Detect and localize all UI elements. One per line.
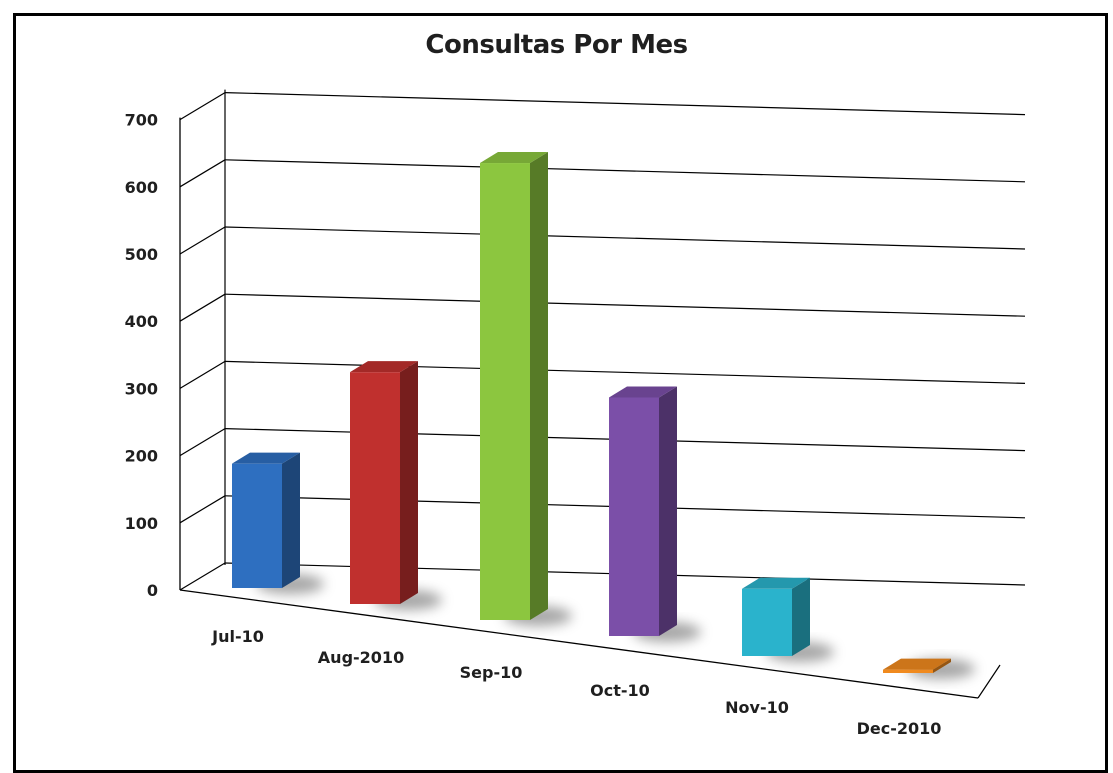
chart-title: Consultas Por Mes	[425, 30, 688, 60]
y-tick-label: 400	[125, 312, 158, 331]
gridline	[224, 226, 1026, 250]
x-tick-label: Jul-10	[211, 627, 264, 646]
gridline-side	[179, 428, 226, 457]
bar	[480, 152, 548, 621]
chart-frame	[13, 13, 1108, 773]
y-tick-label: 200	[125, 447, 158, 466]
y-tick-label: 700	[125, 111, 158, 130]
gridline-side	[179, 159, 226, 188]
bar	[232, 452, 300, 588]
gridline-side	[179, 360, 226, 389]
bar	[350, 361, 418, 604]
x-tick-label: Nov-10	[725, 698, 789, 717]
gridline-side	[179, 226, 226, 255]
gridline-side	[179, 562, 226, 591]
floor-right-edge	[977, 664, 1001, 699]
x-axis-line	[179, 589, 979, 699]
bar	[742, 577, 810, 656]
gridline-side	[179, 293, 226, 322]
x-tick-label: Dec-2010	[857, 719, 942, 738]
y-tick-label: 500	[125, 245, 158, 264]
x-tick-label: Sep-10	[460, 663, 523, 682]
x-tick-label: Aug-2010	[318, 648, 404, 667]
bar	[609, 386, 677, 636]
y-tick-label: 0	[147, 581, 158, 600]
gridline-side	[179, 92, 226, 121]
gridline	[224, 92, 1026, 116]
y-tick-label: 300	[125, 379, 158, 398]
y-tick-label: 600	[125, 178, 158, 197]
x-tick-label: Oct-10	[590, 681, 650, 700]
gridline	[224, 293, 1026, 317]
y-tick-label: 100	[125, 514, 158, 533]
gridline	[224, 360, 1026, 384]
gridline-side	[179, 495, 226, 524]
gridline	[224, 159, 1026, 183]
bar	[883, 658, 951, 673]
